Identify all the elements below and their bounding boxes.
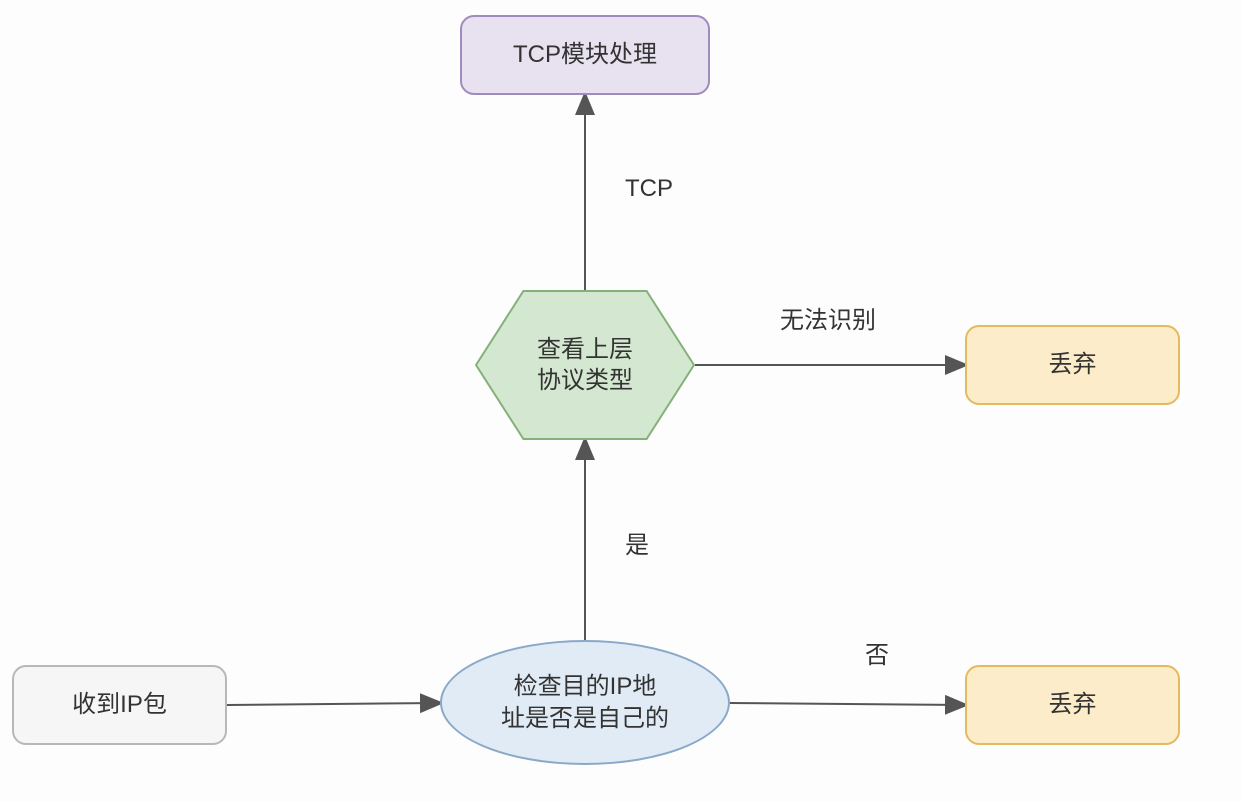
edge-label-check_protocol-to-tcp_module: TCP [625, 175, 673, 203]
node-tcp-module-label: TCP模块处理 [513, 39, 657, 70]
edge-label-check_ip-to-check_protocol: 是 [625, 525, 649, 560]
node-discard-top: 丢弃 [965, 325, 1180, 405]
node-check-ip: 检查目的IP地 址是否是自己的 [440, 640, 730, 765]
node-discard-top-label: 丢弃 [1049, 349, 1097, 380]
node-discard-bottom: 丢弃 [965, 665, 1180, 745]
edge-check_ip-to-discard_bottom [730, 703, 965, 705]
edge-label-check_ip-to-discard_bottom: 否 [865, 635, 889, 670]
node-tcp-module: TCP模块处理 [460, 15, 710, 95]
node-discard-bottom-label: 丢弃 [1049, 689, 1097, 720]
node-check-protocol: 查看上层 协议类型 [475, 290, 695, 440]
edge-recv_ip-to-check_ip [227, 703, 440, 705]
node-recv-ip-label: 收到IP包 [72, 689, 167, 720]
edge-label-check_protocol-to-discard_top: 无法识别 [780, 300, 876, 335]
node-check-protocol-label: 查看上层 协议类型 [537, 334, 633, 396]
node-recv-ip: 收到IP包 [12, 665, 227, 745]
node-check-ip-label: 检查目的IP地 址是否是自己的 [501, 671, 669, 733]
